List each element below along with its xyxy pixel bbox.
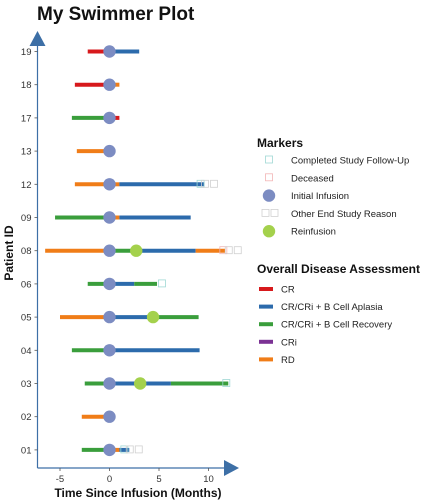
y-tick-label: 03 [21, 379, 32, 390]
marker-initial-infusion [103, 144, 116, 158]
y-tick-label: 19 [21, 47, 32, 58]
lane-09 [55, 211, 191, 224]
lane-05 [60, 310, 199, 324]
y-tick-label: 17 [21, 113, 32, 124]
legend-marker-label: Initial Infusion [291, 191, 349, 202]
marker-square [233, 246, 242, 255]
marker-initial-infusion [103, 344, 116, 357]
legend-status-label: CR [281, 285, 295, 296]
x-axis-arrow [224, 460, 239, 476]
marker-reinfusion [133, 377, 147, 390]
legend-status-title: Overall Disease Assessment [257, 262, 420, 276]
lane-01 [81, 443, 143, 457]
marker-other-end-study-reason [125, 445, 143, 454]
lane-12 [74, 178, 218, 191]
lane-13 [76, 144, 116, 158]
marker-reinfusion [146, 310, 160, 324]
legend-status-label: CRi [281, 337, 297, 348]
marker-other-end-study-reason [224, 246, 242, 255]
marker-initial-infusion [262, 189, 276, 202]
marker-completed-study-follow-up [120, 445, 129, 454]
legend-marker-label: Completed Study Follow-Up [291, 156, 409, 167]
y-tick-label: 12 [21, 180, 32, 191]
legend-markers-title: Markers [257, 136, 303, 150]
chart-title: My Swimmer Plot [37, 4, 195, 25]
marker-square [224, 246, 233, 255]
marker-initial-infusion [103, 45, 116, 58]
x-tick-label: -5 [56, 474, 64, 485]
y-tick-label: 09 [21, 213, 32, 224]
marker-deceased [219, 246, 228, 255]
legend-status-label: RD [281, 355, 295, 366]
y-tick-label: 08 [21, 246, 32, 257]
y-tick-label: 18 [21, 80, 32, 91]
marker-initial-infusion [103, 178, 116, 191]
lane-04 [71, 344, 200, 357]
legend-marker-label: Deceased [291, 173, 334, 184]
y-axis-arrow [29, 31, 46, 46]
legend: Markers Overall Disease Assessment Compl… [257, 136, 420, 366]
marker-completed-study-follow-up [196, 179, 205, 188]
marker-reinfusion [262, 225, 276, 238]
marker-completed-study-follow-up [265, 155, 273, 164]
marker-initial-infusion [103, 78, 116, 91]
marker-square [201, 179, 209, 188]
marker-reinfusion [130, 244, 143, 257]
marker-initial-infusion [103, 211, 116, 224]
x-tick-label: 5 [156, 474, 161, 485]
x-axis-title: Time Since Infusion (Months) [54, 486, 221, 500]
y-tick-label: 04 [21, 346, 32, 357]
marker-square [125, 445, 134, 454]
plot-area [45, 45, 242, 457]
lane-02 [81, 410, 116, 423]
marker-initial-infusion [103, 244, 116, 257]
marker-completed-study-follow-up [158, 279, 166, 288]
y-tick-label: 05 [21, 313, 32, 324]
marker-other-end-study-reason [261, 208, 279, 217]
lane-17 [71, 111, 120, 125]
legend-marker-label: Reinfusion [291, 227, 336, 238]
marker-initial-infusion [103, 277, 116, 291]
marker-completed-study-follow-up [222, 379, 231, 387]
y-tick-label: 01 [21, 445, 32, 456]
y-axis-title: Patient ID [2, 225, 16, 281]
marker-square [270, 208, 279, 217]
lane-19 [87, 45, 140, 58]
marker-initial-infusion [103, 310, 116, 324]
x-tick-label: 10 [203, 474, 214, 485]
marker-initial-infusion [103, 111, 116, 125]
lane-18 [74, 78, 120, 91]
legend-marker-label: Other End Study Reason [291, 209, 397, 220]
lane-06 [87, 277, 166, 291]
marker-initial-infusion [103, 377, 116, 390]
marker-square [210, 179, 218, 188]
y-tick-label: 02 [21, 412, 32, 423]
marker-other-end-study-reason [201, 179, 218, 188]
marker-initial-infusion [103, 443, 116, 457]
lane-03 [84, 377, 231, 390]
x-tick-label: 0 [107, 474, 112, 485]
marker-deceased [265, 173, 273, 182]
y-tick-label: 13 [21, 147, 32, 158]
lane-08 [45, 244, 242, 257]
legend-status-label: CR/CRi + B Cell Recovery [281, 320, 392, 331]
marker-square [134, 445, 143, 454]
marker-square [261, 208, 270, 217]
marker-initial-infusion [103, 410, 116, 423]
y-tick-label: 06 [21, 279, 32, 290]
legend-status-label: CR/CRi + B Cell Aplasia [281, 302, 383, 313]
